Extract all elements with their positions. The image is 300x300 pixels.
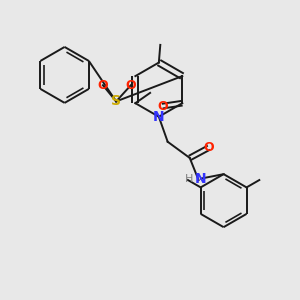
Text: N: N — [195, 172, 207, 186]
Text: S: S — [111, 94, 121, 108]
Text: O: O — [98, 79, 108, 92]
Text: O: O — [125, 79, 136, 92]
Text: N: N — [153, 110, 165, 124]
Text: O: O — [157, 100, 168, 112]
Text: H: H — [185, 174, 193, 184]
Text: O: O — [204, 141, 214, 154]
